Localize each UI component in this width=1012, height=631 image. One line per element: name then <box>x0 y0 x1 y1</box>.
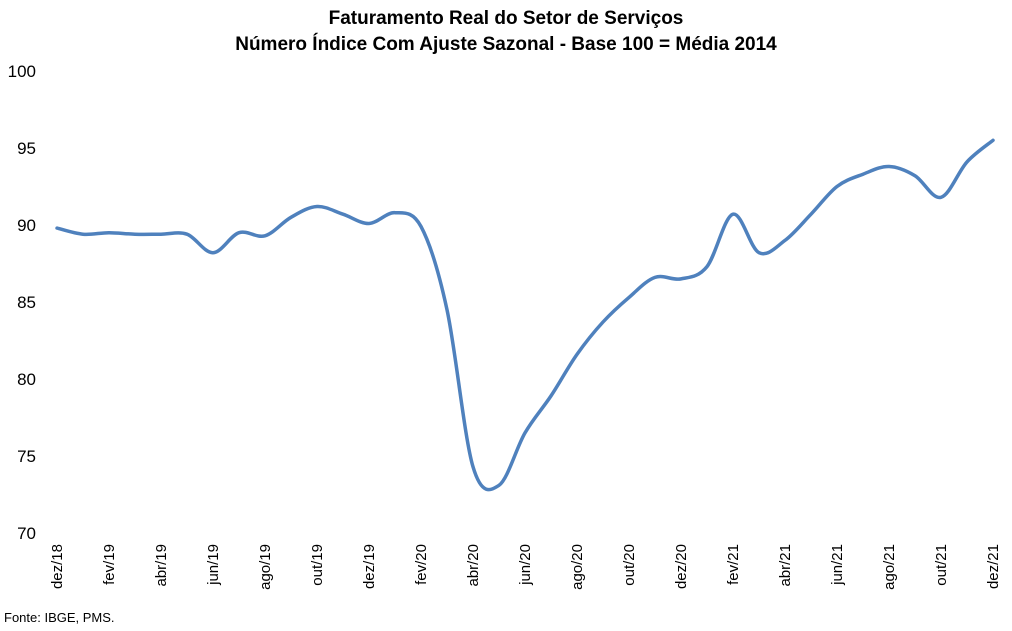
x-tick-label: jun/20 <box>517 544 534 586</box>
chart-title: Faturamento Real do Setor de Serviços <box>328 8 684 29</box>
x-tick-label: dez/18 <box>49 544 66 589</box>
x-tick-label: dez/21 <box>985 544 1002 589</box>
series-line <box>55 138 995 492</box>
x-tick-label: abr/21 <box>777 544 794 587</box>
x-tick-label: jun/21 <box>829 544 846 586</box>
x-tick-label: dez/20 <box>673 544 690 589</box>
y-tick-label: 85 <box>17 293 36 312</box>
x-tick-label: fev/21 <box>725 544 742 585</box>
source-note: Fonte: IBGE, PMS. <box>4 610 115 625</box>
y-tick-label: 80 <box>17 370 36 389</box>
x-tick-label: ago/21 <box>881 544 898 590</box>
x-tick-label: jun/19 <box>205 544 222 586</box>
y-axis-ticks: 70 75 80 85 90 95 100 <box>8 62 36 543</box>
y-tick-label: 100 <box>8 62 36 81</box>
x-tick-label: fev/19 <box>101 544 118 585</box>
x-tick-label: abr/19 <box>153 544 170 587</box>
x-tick-label: out/21 <box>933 544 950 586</box>
x-tick-label: out/20 <box>621 544 638 586</box>
x-tick-label: abr/20 <box>465 544 482 587</box>
x-tick-label: fev/20 <box>413 544 430 585</box>
x-axis-ticks: dez/18 fev/19 abr/19 jun/19 ago/19 out/19 dez/… <box>49 544 1002 590</box>
chart-subtitle: Número Índice Com Ajuste Sazonal - Base … <box>235 34 777 55</box>
chart-title-block: Faturamento Real do Setor de Serviços Nú… <box>0 6 1012 58</box>
y-tick-label: 90 <box>17 216 36 235</box>
y-tick-label: 75 <box>17 447 36 466</box>
x-tick-label: dez/19 <box>361 544 378 589</box>
y-tick-label: 70 <box>17 524 36 543</box>
y-tick-label: 95 <box>17 139 36 158</box>
x-tick-label: ago/20 <box>569 544 586 590</box>
x-tick-label: ago/19 <box>257 544 274 590</box>
x-tick-label: out/19 <box>309 544 326 586</box>
